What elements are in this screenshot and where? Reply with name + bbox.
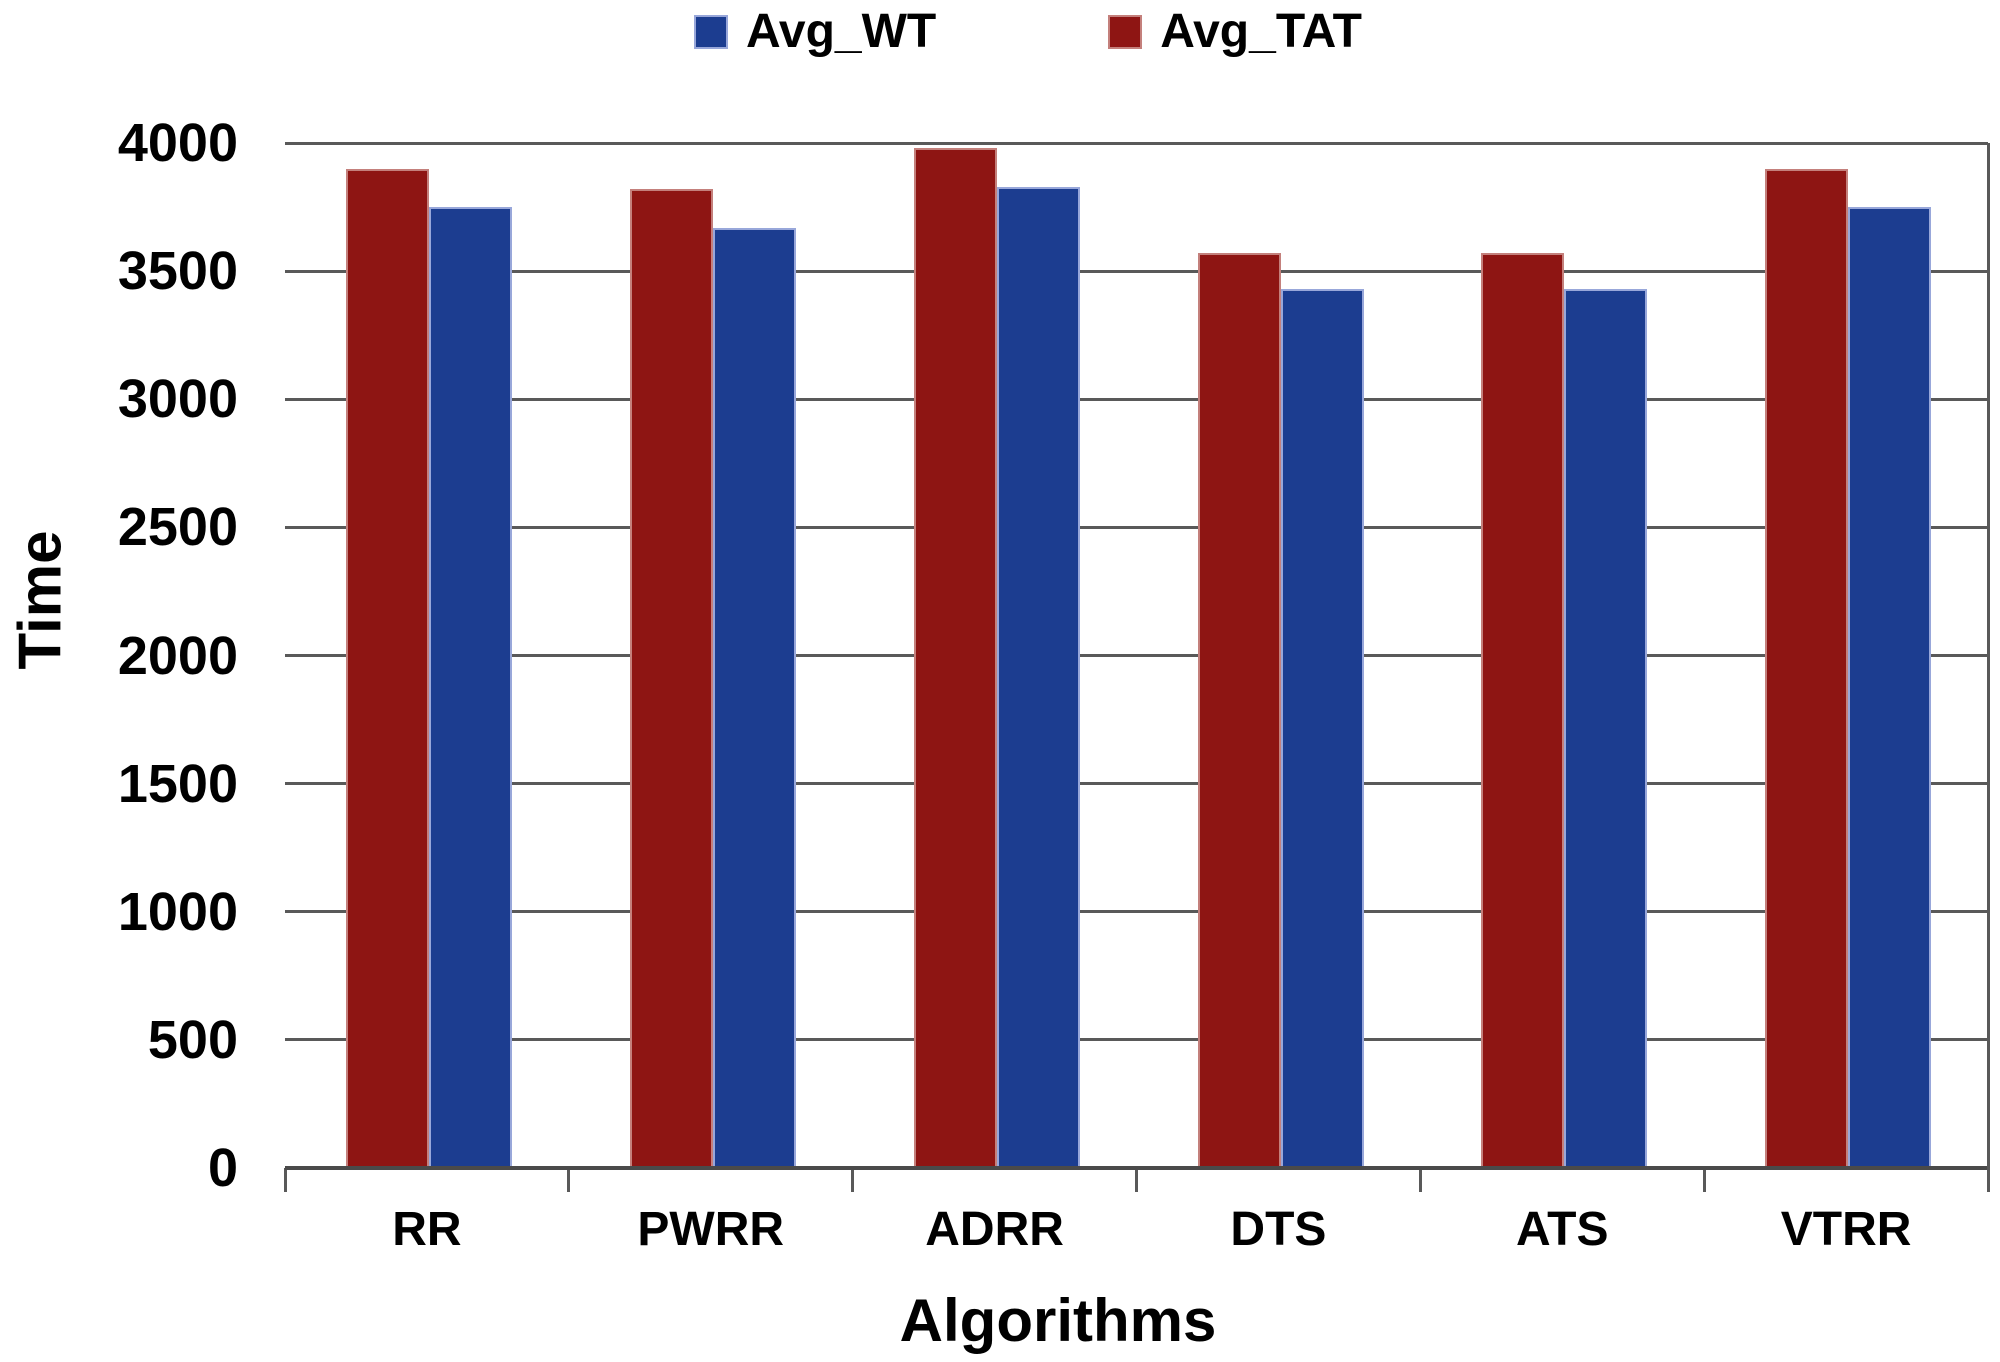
gridline-2000	[285, 654, 1988, 657]
x-category-label-dts: DTS	[1230, 1203, 1327, 1256]
bar-group-ats	[1420, 143, 1704, 1168]
legend-item-avg_wt: Avg_WT	[694, 4, 936, 59]
chart-legend: Avg_WT Avg_TAT	[694, 4, 1362, 59]
x-axis-tick	[283, 1168, 287, 1192]
x-axis-tick	[1418, 1168, 1422, 1192]
bar-avg_wt-pwrr	[712, 227, 796, 1168]
x-axis-title: Algorithms	[899, 1287, 1217, 1354]
x-axis-tick	[1135, 1168, 1138, 1192]
x-category-label-adrr: ADRR	[925, 1203, 1064, 1256]
bar-avg_wt-rr	[429, 207, 512, 1168]
gridline-1000	[285, 910, 1988, 914]
gridline-500	[285, 1038, 1988, 1042]
y-tick-label-500: 500	[147, 1009, 238, 1070]
bar-avg_tat-rr	[346, 168, 429, 1168]
legend-label-avg_wt: Avg_WT	[746, 5, 937, 58]
bar-group-rr	[285, 143, 569, 1168]
y-tick-label-0: 0	[207, 1138, 238, 1198]
gridline-3500	[285, 269, 1988, 273]
bar-group-pwrr	[569, 143, 853, 1168]
bar-avg_tat-ats	[1481, 253, 1565, 1168]
y-tick-label-1500: 1500	[117, 753, 238, 814]
plot-right-border	[1987, 143, 1990, 1192]
bar-avg_tat-dts	[1197, 253, 1281, 1168]
x-category-label-ats: ATS	[1516, 1203, 1609, 1256]
bar-avg_wt-vtrr	[1848, 207, 1932, 1168]
plot-area	[283, 141, 1990, 1192]
y-tick-label-1000: 1000	[117, 881, 238, 942]
x-axis-tick	[851, 1168, 855, 1192]
x-axis-tick	[567, 1168, 571, 1192]
gridline-2500	[285, 525, 1988, 529]
y-tick-label-3500: 3500	[117, 241, 238, 302]
legend-item-avg_tat: Avg_TAT	[1108, 4, 1362, 59]
y-tick-label-3000: 3000	[117, 369, 238, 430]
y-tick-label-4000: 4000	[117, 113, 238, 173]
gridline-1500	[285, 782, 1988, 786]
x-category-label-vtrr: VTRR	[1780, 1203, 1912, 1256]
bar-avg_tat-vtrr	[1765, 168, 1849, 1168]
x-axis-tick	[1702, 1168, 1706, 1192]
bar-avg_wt-dts	[1280, 289, 1364, 1168]
bar-avg_wt-adrr	[996, 186, 1080, 1168]
x-category-label-pwrr: PWRR	[637, 1203, 785, 1256]
bar-group-dts	[1137, 143, 1421, 1168]
legend-swatch-avg_wt	[694, 14, 728, 49]
bar-group-adrr	[853, 143, 1137, 1168]
bar-group-vtrr	[1704, 143, 1988, 1168]
x-category-label-rr: RR	[392, 1203, 462, 1256]
bar-avg_tat-pwrr	[629, 189, 713, 1168]
bar-avg_wt-ats	[1564, 289, 1648, 1168]
gridline-4000	[285, 141, 1988, 145]
x-axis-line	[285, 1166, 1988, 1170]
gridline-3000	[285, 397, 1988, 401]
bar-avg_tat-adrr	[913, 148, 997, 1168]
legend-swatch-avg_tat	[1108, 14, 1143, 49]
y-tick-label-2500: 2500	[117, 497, 238, 558]
y-tick-label-2000: 2000	[117, 625, 238, 686]
legend-label-avg_tat: Avg_TAT	[1160, 5, 1362, 58]
